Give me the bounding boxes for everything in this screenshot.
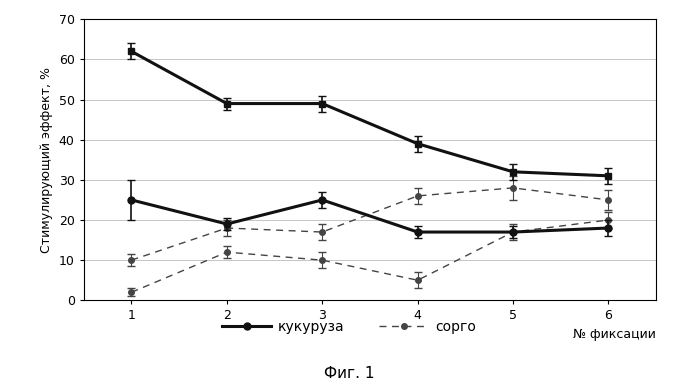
- Text: № фиксации: № фиксации: [573, 328, 656, 341]
- Legend: кукуруза, сорго: кукуруза, сорго: [217, 315, 481, 340]
- Text: Фиг. 1: Фиг. 1: [324, 366, 374, 381]
- Y-axis label: Стимулирующий эффект, %: Стимулирующий эффект, %: [40, 67, 53, 253]
